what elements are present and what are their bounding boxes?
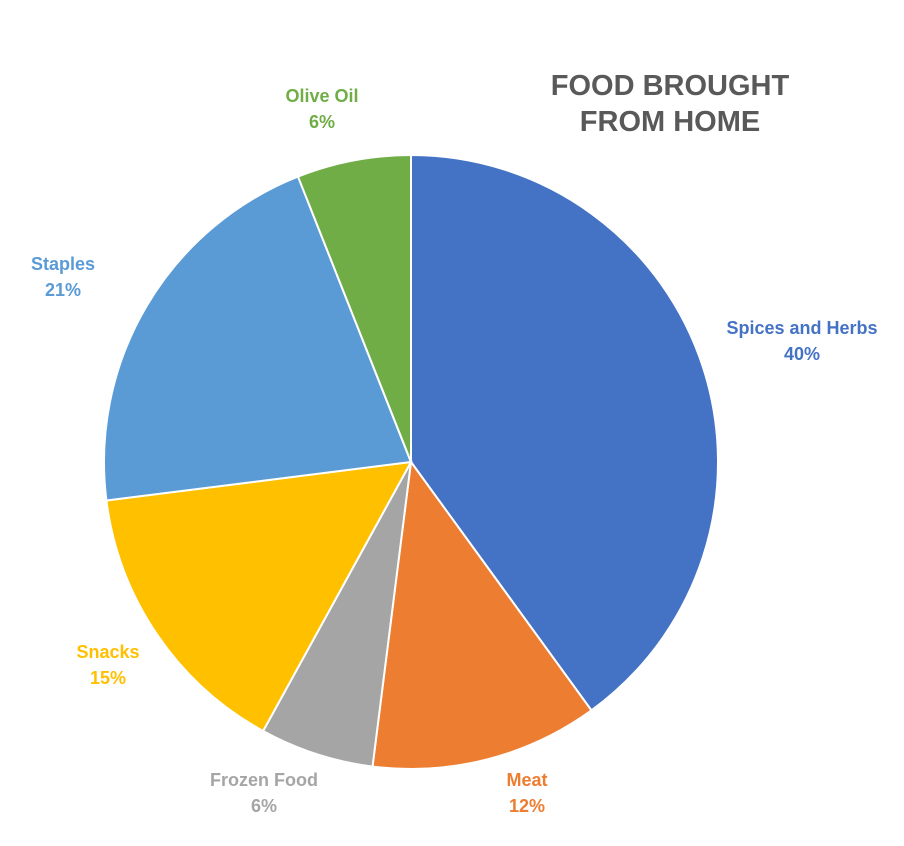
slice-percent-olive-oil: 6%: [309, 112, 335, 132]
pie-slice-meat: [371, 459, 593, 770]
pie-slice-snacks: [105, 460, 413, 733]
slice-percent-snacks: 15%: [90, 668, 126, 688]
slice-percent-meat: 12%: [509, 796, 545, 816]
slice-label-staples: Staples: [31, 254, 95, 274]
pie-slice-spices-and-herbs: [410, 153, 719, 712]
chart-title: FOOD BROUGHT FROM HOME: [520, 68, 820, 140]
chart-title-line-1: FOOD BROUGHT: [550, 70, 790, 102]
slice-label-meat: Meat: [506, 770, 547, 790]
slice-label-olive-oil: Olive Oil: [285, 86, 358, 106]
slice-percent-spices-and-herbs: 40%: [784, 344, 820, 364]
chart-title-line-2: FROM HOME: [579, 106, 761, 138]
slice-percent-staples: 21%: [45, 280, 81, 300]
slice-percent-frozen-food: 6%: [251, 796, 277, 816]
slice-label-frozen-food: Frozen Food: [210, 770, 318, 790]
slice-label-snacks: Snacks: [76, 642, 139, 662]
pie-slice-staples: [103, 175, 413, 502]
pie-slice-olive-oil: [296, 153, 412, 463]
slice-label-spices-and-herbs: Spices and Herbs: [726, 318, 877, 338]
